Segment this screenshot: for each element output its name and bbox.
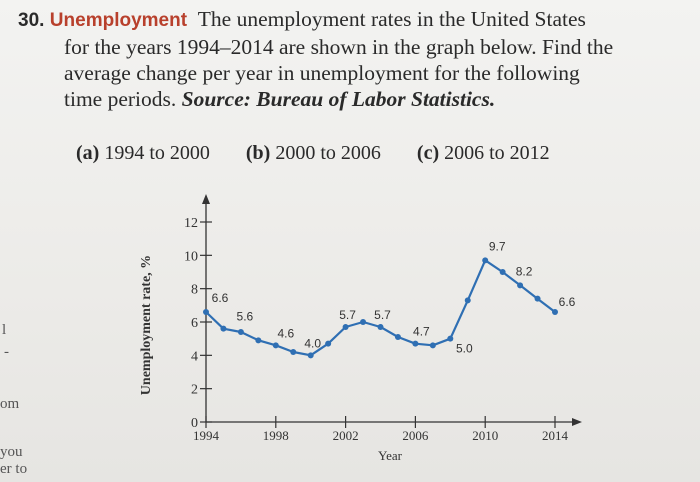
problem-number: 30.: [18, 10, 45, 31]
margin-fragment: er to: [0, 461, 28, 477]
problem-line1-text: The unemployment rates in the United Sta…: [197, 7, 586, 31]
x-tick-label: 2006: [402, 428, 429, 443]
y-tick-label: 10: [184, 249, 198, 264]
x-tick-label: 1994: [193, 428, 220, 443]
data-point: [203, 309, 209, 315]
data-label: 5.7: [374, 308, 391, 322]
data-point: [307, 352, 314, 359]
problem-parts: (a) 1994 to 2000 (b) 2000 to 2006 (c) 20…: [76, 142, 550, 165]
y-tick-label: 8: [191, 283, 198, 298]
data-label: 6.6: [559, 295, 576, 309]
y-axis-arrow: [202, 194, 210, 204]
data-point: [429, 342, 436, 349]
data-label: 5.6: [237, 310, 254, 324]
data-point: [377, 324, 384, 330]
margin-fragment: -: [4, 344, 9, 360]
y-tick-label: 4: [191, 349, 198, 364]
x-axis-arrow: [572, 418, 582, 426]
problem-topic: Unemployment: [49, 10, 188, 31]
margin-fragment: you: [0, 444, 23, 460]
problem-text: 30. Unemployment The unemployment rates …: [18, 6, 694, 112]
data-point: [394, 334, 401, 340]
data-label: 4.6: [277, 326, 294, 340]
data-point: [447, 335, 454, 342]
data-point: [360, 319, 367, 325]
data-point: [464, 297, 471, 304]
x-tick-label: 1998: [263, 428, 289, 443]
data-point: [482, 257, 489, 264]
y-tick-label: 0: [191, 416, 198, 431]
part-a-text: 1994 to 2000: [104, 142, 210, 164]
data-point: [325, 340, 332, 347]
problem-line4-prefix: time periods.: [64, 87, 177, 111]
part-b-label: (b): [245, 142, 271, 164]
data-point: [237, 329, 244, 335]
data-point: [255, 337, 262, 344]
problem-source: Source: Bureau of Labor Statistics.: [181, 87, 496, 111]
data-label: 5.0: [456, 342, 473, 356]
data-point: [517, 282, 524, 289]
problem-line-3: average change per year in unemployment …: [64, 61, 580, 85]
data-point: [552, 309, 558, 315]
y-tick-label: 12: [184, 216, 198, 231]
x-axis-title: Year: [378, 448, 403, 463]
data-label: 4.7: [413, 325, 430, 339]
data-label: 8.2: [516, 264, 533, 278]
data-point: [412, 340, 419, 347]
data-label: 5.7: [339, 308, 356, 322]
part-b-text: 2000 to 2006: [275, 142, 381, 164]
margin-fragment: om: [0, 396, 20, 412]
data-label: 9.7: [489, 239, 506, 253]
x-tick-label: 2002: [333, 428, 359, 443]
part-c-text: 2006 to 2012: [444, 142, 550, 164]
data-point: [220, 325, 227, 332]
part-c-label: (c): [416, 142, 440, 164]
problem-line-4: time periods. Source: Bureau of Labor St…: [18, 86, 694, 112]
margin-fragment: l: [2, 322, 7, 338]
data-label: 4.0: [304, 336, 321, 350]
data-point: [534, 295, 541, 302]
x-tick-label: 2014: [542, 428, 569, 443]
data-point: [342, 324, 349, 330]
data-label: 6.6: [212, 291, 229, 305]
y-tick-label: 6: [191, 316, 198, 331]
y-tick-label: 2: [191, 383, 198, 398]
data-point: [499, 269, 506, 275]
data-point: [290, 349, 297, 355]
problem-line-2: for the years 1994–2014 are shown in the…: [64, 35, 614, 59]
part-a-label: (a): [76, 142, 100, 164]
data-point: [272, 342, 279, 349]
problem-line-1: 30. Unemployment The unemployment rates …: [18, 6, 694, 34]
y-axis-title: Unemployment rate, %: [139, 255, 154, 395]
x-tick-label: 2010: [472, 428, 498, 443]
